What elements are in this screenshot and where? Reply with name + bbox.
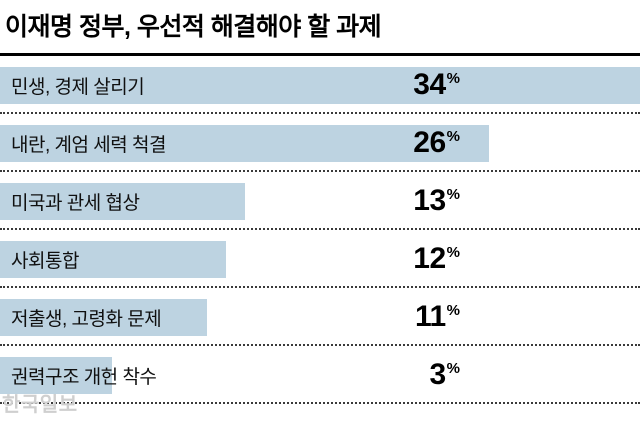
- bar: 사회통합: [0, 241, 226, 278]
- dotted-separator: [0, 402, 640, 404]
- bar-row: 사회통합 12%: [0, 230, 640, 288]
- bar-value-number: 13: [413, 184, 446, 217]
- dotted-separator: [0, 170, 640, 172]
- percent-sign: %: [446, 302, 460, 319]
- dotted-separator: [0, 228, 640, 230]
- bar: 권력구조 개헌 착수: [0, 357, 157, 394]
- bar-row: 민생, 경제 살리기 34%: [0, 56, 640, 114]
- bar-value-number: 3: [429, 358, 446, 391]
- bar: 민생, 경제 살리기: [0, 67, 640, 104]
- percent-sign: %: [446, 70, 460, 87]
- percent-sign: %: [446, 360, 460, 377]
- bar-label: 권력구조 개헌 착수: [11, 367, 157, 388]
- bar-label: 사회통합: [11, 251, 79, 272]
- bar-rows: 민생, 경제 살리기 34% 내란, 계엄 세력 척결 26% 미국과 관세 협상 13%…: [0, 56, 640, 404]
- watermark-logo: 한국일보: [2, 394, 78, 416]
- bar-row: 저출생, 고령화 문제 11%: [0, 288, 640, 346]
- bar-label: 저출생, 고령화 문제: [11, 309, 162, 330]
- dotted-separator: [0, 112, 640, 114]
- bar-value: 12%: [413, 241, 460, 278]
- bar-value-number: 11: [414, 300, 446, 333]
- title-rule: [0, 53, 640, 56]
- bar-label: 미국과 관세 협상: [11, 193, 140, 214]
- bar-value: 3%: [429, 357, 460, 394]
- dotted-separator: [0, 286, 640, 288]
- bar: 저출생, 고령화 문제: [0, 299, 208, 336]
- bar-value: 26%: [413, 125, 460, 162]
- bar: 내란, 계엄 세력 척결: [0, 125, 490, 162]
- bar-value-number: 12: [413, 242, 446, 275]
- bar-value-number: 26: [413, 126, 446, 159]
- bar-value: 13%: [413, 183, 460, 220]
- bar-label: 내란, 계엄 세력 척결: [11, 135, 166, 156]
- bar-value-number: 34: [413, 68, 446, 101]
- percent-sign: %: [446, 244, 460, 261]
- bar: 미국과 관세 협상: [0, 183, 245, 220]
- bar-value: 11%: [415, 299, 460, 336]
- bar-label: 민생, 경제 살리기: [11, 77, 145, 98]
- percent-sign: %: [446, 128, 460, 145]
- bar-row: 권력구조 개헌 착수 3%: [0, 346, 640, 404]
- dotted-separator: [0, 344, 640, 346]
- bar-row: 미국과 관세 협상 13%: [0, 172, 640, 230]
- bar-value: 34%: [413, 67, 460, 104]
- bar-row: 내란, 계엄 세력 척결 26%: [0, 114, 640, 172]
- percent-sign: %: [446, 186, 460, 203]
- chart-title: 이재명 정부, 우선적 해결해야 할 과제: [5, 13, 382, 41]
